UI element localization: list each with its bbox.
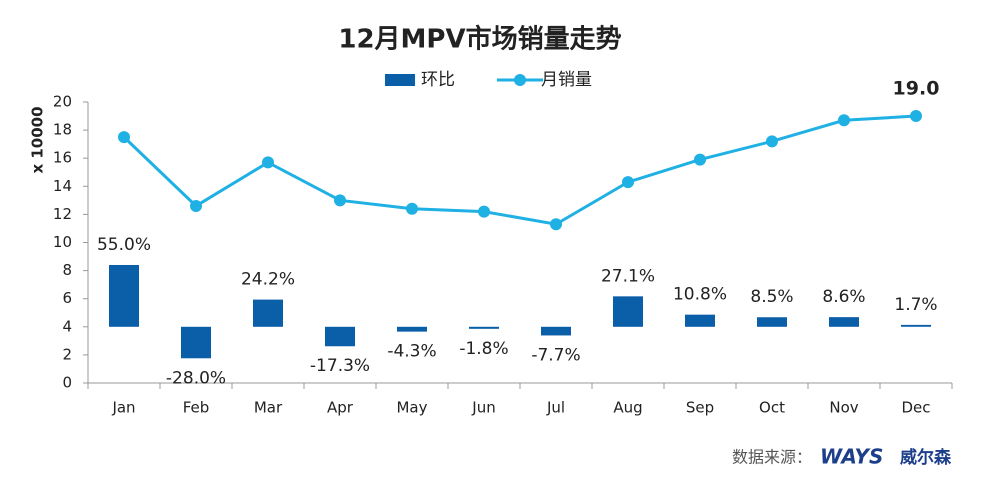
- x-tick-label: Jul: [546, 399, 565, 417]
- source-logo: WAYS: [820, 445, 883, 469]
- bar: [685, 314, 715, 327]
- line-point: [118, 131, 130, 144]
- bar-value-label: -4.3%: [387, 342, 436, 362]
- bar-value-label: -28.0%: [166, 368, 226, 388]
- legend-swatch: [514, 74, 526, 86]
- source-brand: 威尔森: [900, 447, 952, 468]
- x-tick-label: Jun: [471, 399, 495, 417]
- y-tick-label: 2: [62, 345, 72, 363]
- legend-swatch: [385, 74, 415, 86]
- bar-value-label: 27.1%: [601, 266, 655, 286]
- y-tick-label: 0: [62, 374, 72, 392]
- line-point: [766, 135, 778, 148]
- line-point: [262, 156, 274, 169]
- line-value-label: 19.0: [893, 78, 940, 100]
- x-tick-label: Apr: [327, 399, 354, 417]
- bar-value-label: 24.2%: [241, 270, 295, 290]
- bar: [469, 326, 499, 329]
- bar-value-label: 55.0%: [97, 235, 151, 255]
- bar: [397, 326, 427, 332]
- bar: [901, 324, 931, 327]
- x-tick-label: Feb: [183, 399, 210, 417]
- line-point: [694, 153, 706, 166]
- x-tick-label: Oct: [759, 399, 785, 417]
- y-tick-label: 20: [53, 93, 72, 111]
- line-point: [478, 205, 490, 218]
- bar: [757, 317, 787, 327]
- line-point: [838, 114, 850, 127]
- x-tick-label: Nov: [829, 399, 858, 417]
- line-point: [622, 176, 634, 189]
- line-point: [406, 202, 418, 215]
- line-point: [910, 110, 922, 123]
- legend-label: 环比: [421, 70, 455, 90]
- line-point: [550, 218, 562, 231]
- x-tick-label: Jan: [111, 399, 135, 417]
- line-point: [334, 194, 346, 207]
- bar-value-label: 8.6%: [822, 287, 865, 307]
- y-tick-label: 14: [53, 177, 72, 195]
- chart-title: 12月MPV市场销量走势: [338, 24, 621, 55]
- y-tick-label: 4: [62, 317, 72, 335]
- x-tick-label: Mar: [254, 399, 283, 417]
- bar: [325, 326, 355, 347]
- source: 数据来源：: [732, 448, 812, 467]
- bar-value-label: -7.7%: [531, 345, 580, 365]
- x-tick-label: Sep: [686, 399, 714, 417]
- y-tick-label: 18: [53, 121, 72, 139]
- bar-value-label: 10.8%: [673, 285, 727, 305]
- y-tick-label: 6: [62, 289, 72, 307]
- bar: [181, 326, 211, 359]
- bar-value-label: 8.5%: [750, 287, 793, 307]
- bar: [613, 296, 643, 327]
- bar: [829, 317, 859, 327]
- line: [122, 114, 917, 226]
- legend-label: 月销量: [541, 70, 592, 90]
- y-tick-label: 16: [53, 149, 72, 167]
- bar: [109, 264, 139, 327]
- x-tick-label: May: [396, 399, 427, 417]
- x-tick-label: Dec: [901, 399, 930, 417]
- y-tick-label: 10: [53, 233, 72, 251]
- x-tick-label: Aug: [613, 399, 642, 417]
- y-axis-label: x 10000: [29, 106, 47, 173]
- bar: [253, 299, 283, 327]
- y-tick-label: 8: [62, 261, 72, 279]
- bar-value-label: 1.7%: [894, 295, 937, 315]
- bar-value-label: -1.8%: [459, 339, 508, 359]
- y-tick-label: 12: [53, 205, 72, 223]
- bar: [541, 326, 571, 336]
- bar-value-label: -17.3%: [310, 356, 370, 376]
- line-point: [190, 199, 202, 212]
